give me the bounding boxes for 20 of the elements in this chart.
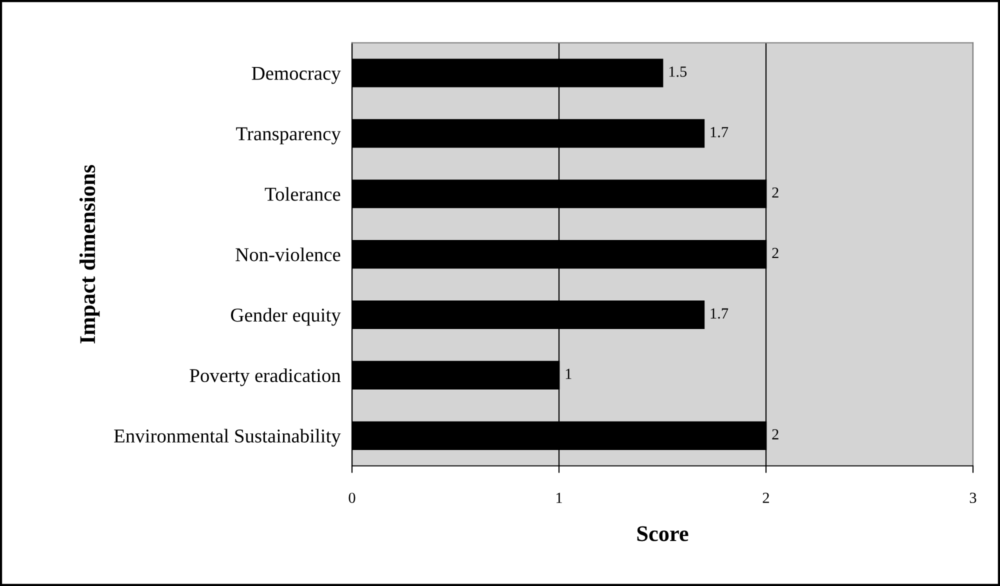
data-label: 1: [566, 368, 572, 379]
data-label: 1.7: [710, 308, 728, 319]
y-tick-label: Poverty eradication: [190, 368, 341, 386]
x-tick-label: 2: [762, 492, 769, 503]
x-tick-label: 1: [556, 492, 562, 503]
data-label: 2: [772, 187, 778, 198]
y-tick-label: Gender equity: [231, 308, 341, 326]
x-tick-label: 0: [348, 492, 356, 504]
y-tick-label: Transparency: [236, 127, 341, 144]
data-label: 1.7: [710, 127, 728, 138]
y-axis-title: Impact dimensions: [79, 165, 100, 344]
y-tick-label: Non-violence: [236, 248, 340, 262]
y-tick-label: Democracy: [252, 66, 341, 84]
y-tick-label: Tolerance: [264, 187, 340, 201]
x-axis-title: Score: [637, 526, 688, 542]
data-label: 1.5: [669, 66, 687, 77]
x-tick-label: 3: [970, 492, 976, 504]
y-tick-label: Environmental Sustainability: [114, 428, 341, 447]
data-label: 2: [772, 248, 778, 258]
data-label: 2: [772, 429, 778, 440]
